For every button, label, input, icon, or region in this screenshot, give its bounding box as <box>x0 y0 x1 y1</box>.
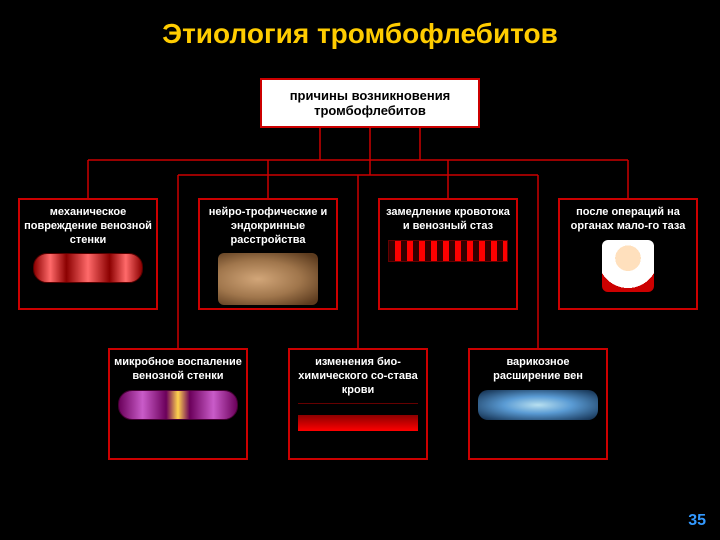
nurse-icon <box>602 240 654 292</box>
node-biochemical: изменения био-химического со-става крови <box>288 348 428 460</box>
root-label: причины возникновения тромбофлебитов <box>266 88 474 118</box>
node-label: изменения био-химического со-става крови <box>290 350 426 401</box>
page-number: 35 <box>688 512 706 530</box>
blood-icon <box>298 403 418 431</box>
foot-icon <box>218 253 318 305</box>
node-mechanical-damage: механическое повреждение венозной стенки <box>18 198 158 310</box>
stasis-icon <box>388 240 508 262</box>
node-label: варикозное расширение вен <box>470 350 606 388</box>
node-varicose: варикозное расширение вен <box>468 348 608 460</box>
node-label: замедление кровотока и венозный стаз <box>380 200 516 238</box>
root-node: причины возникновения тромбофлебитов <box>260 78 480 128</box>
node-label: микробное воспаление венозной стенки <box>110 350 246 388</box>
vessel-icon <box>33 253 143 283</box>
node-blood-slowdown: замедление кровотока и венозный стаз <box>378 198 518 310</box>
node-post-surgery: после операций на органах мало-го таза <box>558 198 698 310</box>
page-title: Этиология тромбофлебитов <box>0 0 720 50</box>
infected-vessel-icon <box>118 390 238 420</box>
node-neuro-trophic: нейро-трофические и эндокринные расстрой… <box>198 198 338 310</box>
node-label: нейро-трофические и эндокринные расстрой… <box>200 200 336 251</box>
node-label: после операций на органах мало-го таза <box>560 200 696 238</box>
node-label: механическое повреждение венозной стенки <box>20 200 156 251</box>
node-microbial: микробное воспаление венозной стенки <box>108 348 248 460</box>
varicose-vein-icon <box>478 390 598 420</box>
